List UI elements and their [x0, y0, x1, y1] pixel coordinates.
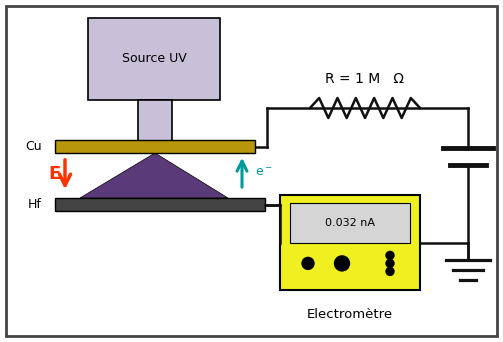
- Circle shape: [386, 267, 394, 275]
- Circle shape: [334, 256, 350, 271]
- Bar: [55, 140, 255, 153]
- Circle shape: [386, 259, 394, 267]
- Circle shape: [386, 251, 394, 259]
- Text: E: E: [49, 165, 61, 183]
- Text: Electromètre: Electromètre: [307, 308, 393, 321]
- Text: R = 1 M   Ω: R = 1 M Ω: [325, 72, 404, 86]
- Polygon shape: [80, 153, 228, 198]
- Bar: [290, 203, 410, 243]
- Text: Cu: Cu: [25, 140, 42, 153]
- Text: Source UV: Source UV: [122, 53, 187, 66]
- Bar: [280, 195, 420, 290]
- Text: Hf: Hf: [28, 198, 42, 211]
- Text: e$^-$: e$^-$: [255, 167, 273, 180]
- Bar: [88, 18, 220, 100]
- Text: 0.032 nA: 0.032 nA: [325, 218, 375, 228]
- Bar: [55, 198, 265, 211]
- Circle shape: [302, 258, 314, 269]
- Bar: [138, 100, 172, 142]
